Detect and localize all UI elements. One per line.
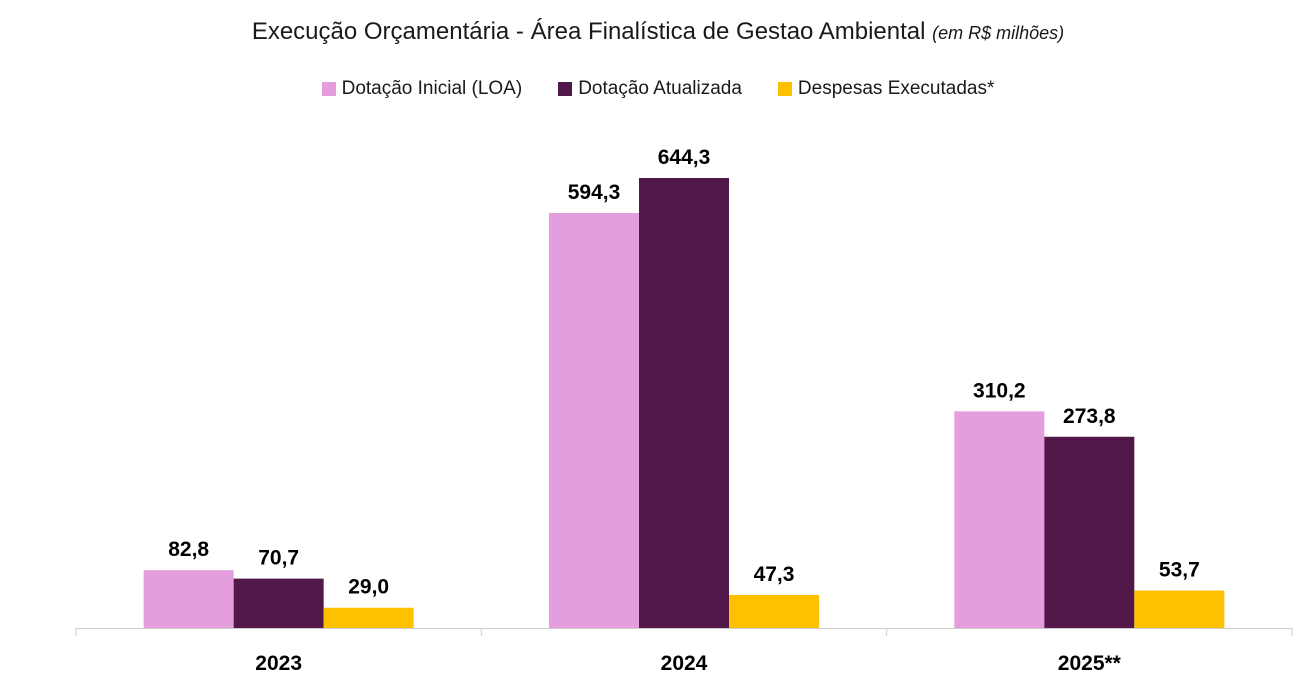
bar-2023-series-0 (143, 570, 234, 628)
bar-2024-series-1 (639, 178, 729, 628)
data-label-2023-series-0: 82,8 (168, 538, 209, 561)
chart-title-unit: (em R$ milhões) (932, 23, 1065, 43)
data-label-2025-series-0: 310,2 (973, 379, 1026, 402)
legend-item-dotacao-inicial: Dotação Inicial (LOA) (321, 78, 523, 100)
chart-title: Execução Orçamentária - Área Finalística… (0, 18, 1316, 46)
legend-item-despesas-executadas: Despesas Executadas* (777, 78, 995, 100)
legend-swatch-despesas-executadas (777, 82, 792, 96)
legend-label-dotacao-atualizada: Dotação Atualizada (578, 78, 742, 99)
data-label-2023-series-2: 29,0 (348, 576, 389, 599)
data-label-2024-series-0: 594,3 (568, 181, 621, 204)
bar-2025-series-0 (954, 411, 1045, 628)
data-label-2024-series-2: 47,3 (754, 563, 795, 586)
bar-2024-series-2 (729, 594, 819, 628)
data-label-2025-series-1: 273,8 (1063, 405, 1116, 428)
legend-swatch-dotacao-atualizada (558, 82, 573, 96)
legend-item-dotacao-atualizada: Dotação Atualizada (558, 78, 742, 100)
bar-2025-series-2 (1134, 590, 1225, 628)
data-label-2023-series-1: 70,7 (258, 547, 299, 570)
bar-2023-series-1 (233, 578, 324, 628)
bar-2025-series-1 (1044, 436, 1135, 628)
legend-label-dotacao-inicial: Dotação Inicial (LOA) (341, 78, 523, 99)
bar-2023-series-2 (323, 607, 414, 628)
x-tick-label-2023: 2023 (255, 652, 302, 675)
legend-swatch-dotacao-inicial (321, 82, 336, 96)
chart-title-text: Execução Orçamentária - Área Finalística… (251, 18, 926, 45)
bar-2024-series-0 (549, 212, 639, 628)
data-label-2025-series-2: 53,7 (1159, 558, 1200, 581)
x-tick-label-2024: 2024 (661, 652, 708, 675)
data-label-2024-series-1: 644,3 (658, 146, 711, 169)
chart-legend: Dotação Inicial (LOA) Dotação Atualizada… (0, 78, 1316, 100)
legend-label-despesas-executadas: Despesas Executadas* (797, 78, 995, 99)
x-tick-label-2025: 2025** (1058, 652, 1122, 675)
